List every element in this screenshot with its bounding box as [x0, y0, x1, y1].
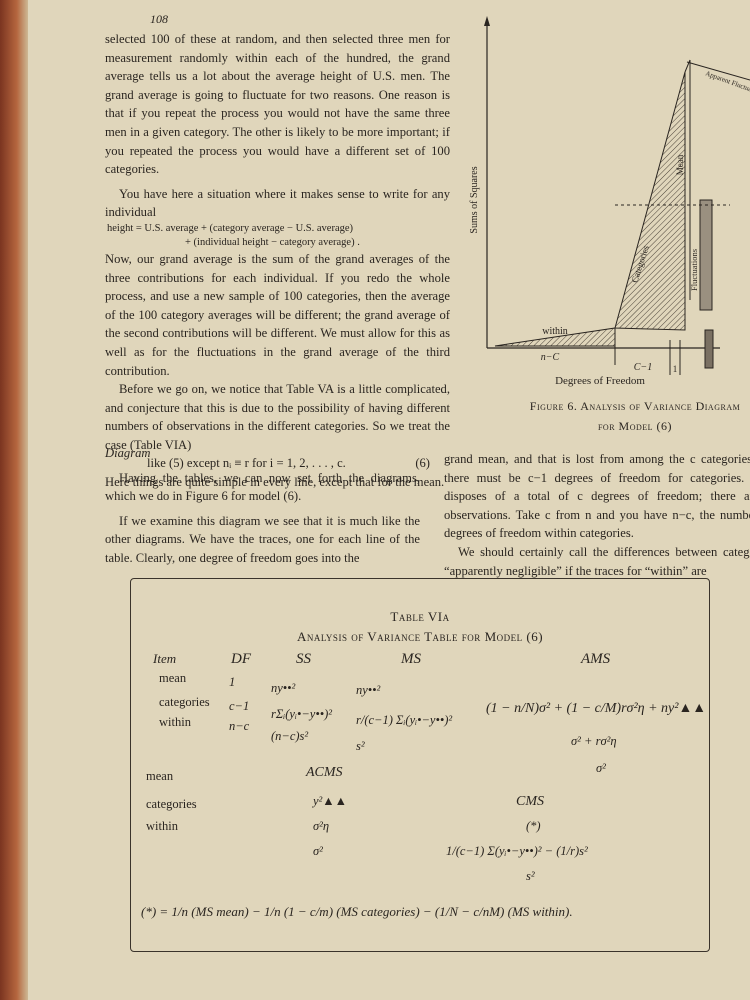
- diagram-section: Diagram Having the tables, we can now se…: [105, 444, 420, 568]
- ss-cell: (n−c)s²: [271, 729, 309, 743]
- cms-cell: s²: [526, 869, 535, 883]
- table-title: Table VIa: [390, 609, 450, 624]
- categories-trace: [614, 71, 686, 331]
- ms-cell: ny••²: [356, 683, 381, 697]
- paragraph: Now, our grand average is the sum of the…: [105, 251, 450, 378]
- trace-label: within: [542, 326, 568, 337]
- row-label: within: [146, 819, 178, 833]
- table-subtitle: Analysis of Variance Table for Model (6): [296, 629, 544, 644]
- fluctuation-bar: [704, 329, 714, 369]
- column-header: Item: [153, 651, 177, 666]
- ams-cell: σ²: [596, 761, 606, 775]
- df-cell: 1: [229, 675, 236, 689]
- paragraph: grand mean, and that is lost from among …: [444, 452, 750, 541]
- acms-cell: σ²: [313, 844, 323, 858]
- section-heading: Diagram: [105, 446, 151, 460]
- paragraph: If we examine this diagram we see that i…: [105, 513, 420, 565]
- df-cell: c−1: [229, 699, 250, 713]
- paragraph: Here things are quite simple in every li…: [105, 475, 445, 490]
- book-spine: [0, 0, 28, 1000]
- ams-cell: (1 − n/N)σ² + (1 − c/M)rσ²η + ny²▲▲: [486, 701, 707, 716]
- page-number: 108: [150, 12, 168, 26]
- column-header: CMS: [516, 794, 544, 809]
- x-axis-label: Degrees of Freedom: [555, 375, 645, 387]
- cms-cell: 1/(c−1) Σ(yᵢ•−y••)² − (1/r)s²: [446, 844, 588, 858]
- trace-label: Mean: [675, 154, 685, 175]
- figure-caption: for Model (6): [598, 419, 672, 433]
- figure-caption: Figure 6. Analysis of Variance Diagram: [530, 399, 740, 413]
- within-trace: [494, 327, 616, 347]
- table-footnote: (*) = 1/n (MS mean) − 1/n (1 − c/m) (MS …: [141, 904, 573, 919]
- segment-label: n−C: [541, 352, 560, 363]
- y-axis-label: Sums of Squares: [469, 166, 480, 233]
- row-label: mean: [159, 671, 187, 685]
- column-header: ACMS: [306, 765, 343, 780]
- acms-cell: σ²η: [313, 819, 330, 833]
- row-label: mean: [146, 769, 174, 783]
- equation-number: (6): [415, 456, 430, 471]
- fluctuation-bar: [699, 199, 713, 311]
- cms-cell: (*): [526, 819, 541, 833]
- column-header: AMS: [581, 651, 611, 667]
- equation: like (5) except nᵢ ≡ r for i = 1, 2, . .…: [147, 456, 346, 471]
- column-header: MS: [401, 651, 421, 667]
- segment-label: C−1: [634, 362, 652, 373]
- column-header: DF: [231, 651, 251, 667]
- ss-cell: ny••²: [271, 681, 296, 695]
- paragraph: selected 100 of these at random, and the…: [105, 32, 450, 177]
- equation-row: like (5) except nᵢ ≡ r for i = 1, 2, . .…: [105, 454, 450, 473]
- figure: Sums of Squares within Categories Mean F…: [469, 16, 750, 433]
- left-column: selected 100 of these at random, and the…: [105, 30, 450, 492]
- acms-cell: y²▲▲: [313, 794, 348, 808]
- ms-cell: r/(c−1) Σᵢ(yᵢ•−y••)²: [356, 713, 453, 727]
- ss-cell: rΣᵢ(yᵢ•−y••)²: [271, 707, 332, 721]
- table: Table VIa Analysis of Variance Table for…: [130, 578, 710, 952]
- row-label: categories: [146, 797, 197, 811]
- axis-arrow: [484, 16, 490, 26]
- df-cell: n−c: [229, 719, 250, 733]
- ms-cell: s²: [356, 739, 365, 753]
- paragraph: We should certainly call the differences…: [444, 544, 750, 578]
- segment-label: 1: [673, 364, 678, 374]
- apparent-line: [686, 61, 750, 81]
- column-header: SS: [296, 651, 311, 667]
- row-label: within: [159, 715, 191, 729]
- mean-trace: [684, 59, 691, 73]
- paragraph: Having the tables, we can now set forth …: [105, 470, 420, 504]
- right-column: grand mean, and that is lost from among …: [444, 450, 750, 580]
- row-label: categories: [159, 695, 210, 709]
- trace-label: Fluctuations: [689, 249, 699, 291]
- equation: + (individual height − category average)…: [185, 236, 360, 248]
- paragraph: You have here a situation where it makes…: [105, 186, 450, 220]
- paragraph: Before we go on, we notice that Table VA…: [105, 382, 450, 452]
- equation: height = U.S. average + (category averag…: [107, 222, 354, 234]
- ams-cell: σ² + rσ²η: [571, 734, 617, 748]
